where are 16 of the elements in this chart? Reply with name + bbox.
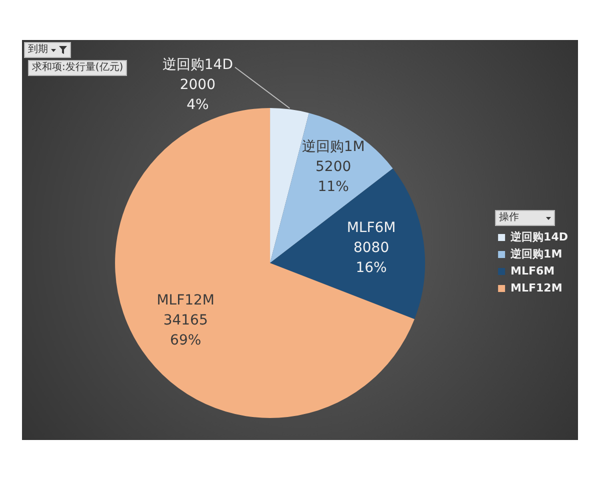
slice-label: 逆回购14D bbox=[162, 56, 233, 73]
dropdown-field: 操作 bbox=[495, 210, 556, 226]
legend-label: 逆回购1M bbox=[510, 247, 562, 260]
data-label: 5200 11% bbox=[316, 158, 352, 195]
data-label: 8080 16% bbox=[353, 240, 390, 276]
data-label: 2000 4% bbox=[180, 76, 216, 113]
slice-label: MLF6M bbox=[346, 220, 396, 236]
legend-label: 逆回购14D bbox=[510, 230, 568, 244]
field-button: 求和项:发行量(亿元) bbox=[28, 60, 128, 76]
slice-label: 逆回购1M bbox=[302, 138, 365, 155]
legend-title: 操作 bbox=[499, 211, 520, 225]
legend-label: MLF6M bbox=[510, 264, 555, 278]
slice-label: MLF12M bbox=[156, 292, 215, 308]
legend-label: MLF12M bbox=[510, 281, 562, 294]
data-label: 34165 69% bbox=[163, 312, 208, 348]
filter-button: 到期 bbox=[24, 42, 71, 58]
